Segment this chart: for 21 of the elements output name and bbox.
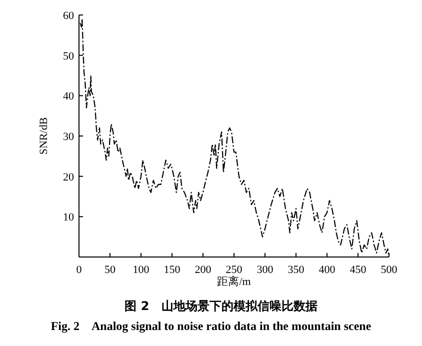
y-tick-label: 60 <box>63 10 74 22</box>
x-tick-label: 50 <box>104 264 116 276</box>
y-tick-label: 20 <box>63 171 74 184</box>
y-tick-label: 10 <box>63 212 74 224</box>
y-tick-label: 40 <box>63 90 74 103</box>
text: 图 2 山地场景下的模拟信噪比数据 <box>124 299 318 313</box>
text: Fig. 2 Analog signal to noise ratio data in the mountain scene <box>50 319 372 333</box>
y-tick-label: 30 <box>63 131 74 143</box>
x-axis-title: 距离/m <box>217 275 252 288</box>
x-tick-label: 350 <box>288 264 305 276</box>
x-tick-label: 0 <box>76 264 82 276</box>
x-tick-label: 450 <box>350 264 367 276</box>
x-tick-label: 300 <box>256 264 274 276</box>
x-tick-label: 400 <box>318 264 336 276</box>
x-tick-label: 100 <box>132 264 150 276</box>
x-tick-label: 250 <box>226 264 243 276</box>
x-tick-label: 500 <box>380 264 398 276</box>
x-tick-label: 200 <box>194 264 212 276</box>
x-tick-label: 150 <box>164 264 181 276</box>
y-axis-title: SNR/dB <box>38 117 50 155</box>
y-tick-label: 50 <box>63 50 74 62</box>
